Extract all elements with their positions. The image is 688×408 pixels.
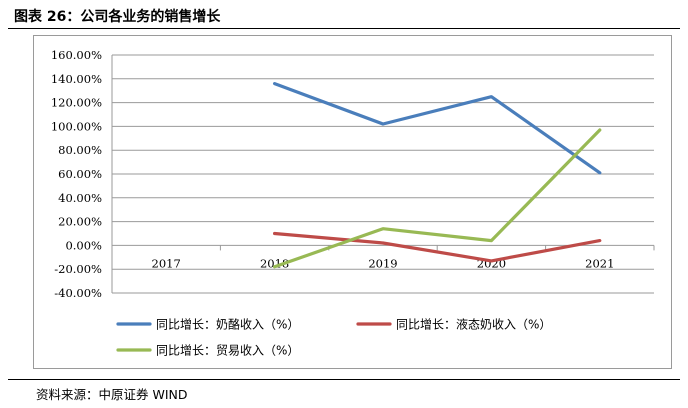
y-tick-label: 140.00% <box>51 72 102 86</box>
y-tick-label: 60.00% <box>58 167 102 181</box>
source-rule <box>8 379 680 380</box>
y-tick-label: 40.00% <box>58 191 102 205</box>
legend-label: 同比增长：奶酪收入（%） <box>156 317 299 332</box>
x-axis-tick-labels: 2017 2018 2019 2020 2021 <box>152 256 615 270</box>
chart-frame <box>33 35 672 369</box>
series-line-3 <box>273 128 602 269</box>
series-lines <box>273 81 602 269</box>
title-rule <box>8 28 680 29</box>
y-tick-label: 120.00% <box>51 96 102 110</box>
figure-title: 图表 26：公司各业务的销售增长 <box>14 9 221 25</box>
y-tick-label: -40.00% <box>54 286 102 300</box>
x-tick-label: 2021 <box>585 256 614 270</box>
x-tick-label: 2018 <box>260 256 289 270</box>
y-tick-label: 20.00% <box>58 215 102 229</box>
legend-label: 同比增长：液态奶收入（%） <box>396 317 551 332</box>
legend-label: 同比增长：贸易收入（%） <box>156 344 299 358</box>
y-tick-label: 160.00% <box>51 48 102 62</box>
y-axis-tick-labels: 160.00% 140.00% 120.00% 100.00% 80.00% 60.00%… <box>51 48 102 300</box>
x-tick-label: 2019 <box>368 256 397 270</box>
y-tick-label: 100.00% <box>51 119 102 133</box>
series-line-2 <box>273 231 602 263</box>
series-line-1 <box>273 81 602 175</box>
y-tick-label: 80.00% <box>58 143 102 157</box>
gridlines <box>111 54 655 294</box>
x-tick-label: 2017 <box>152 256 181 270</box>
y-tick-label: 0.00% <box>65 238 102 252</box>
legend: 同比增长：奶酪收入（%） 同比增长：液态奶收入（%） 同比增长：贸易收入（%） <box>116 317 551 358</box>
source-note: 资料来源：中原证券 WIND <box>36 387 188 402</box>
y-tick-label: -20.00% <box>54 262 102 276</box>
